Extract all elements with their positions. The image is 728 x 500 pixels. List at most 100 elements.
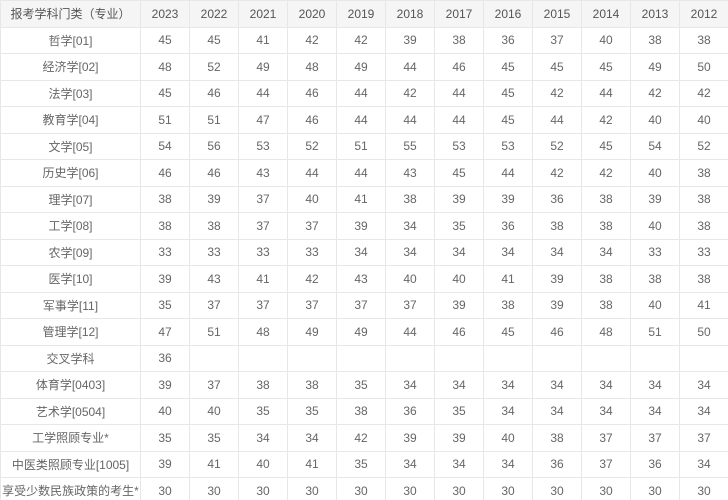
col-header-year: 2023 (141, 1, 190, 28)
cell-value: 54 (631, 133, 680, 160)
cell-value: 45 (141, 27, 190, 54)
cell-value: 51 (141, 107, 190, 134)
cell-value: 44 (386, 54, 435, 81)
cell-value: 42 (337, 425, 386, 452)
cell-value: 54 (141, 133, 190, 160)
cell-value: 50 (680, 54, 728, 81)
cell-value: 38 (582, 213, 631, 240)
cell-value: 41 (239, 266, 288, 293)
cell-value: 40 (386, 266, 435, 293)
cell-value: 49 (337, 54, 386, 81)
cell-value (631, 345, 680, 372)
cell-value: 34 (435, 239, 484, 266)
col-header-year: 2017 (435, 1, 484, 28)
cell-value: 36 (533, 451, 582, 478)
cell-value: 34 (484, 398, 533, 425)
cell-value: 35 (141, 425, 190, 452)
cell-value: 45 (533, 54, 582, 81)
table-row: 享受少数民族政策的考生*303030303030303030303030 (1, 478, 728, 500)
cell-value: 35 (435, 213, 484, 240)
cell-value: 40 (680, 107, 728, 134)
cell-value: 39 (386, 27, 435, 54)
cell-value: 38 (582, 292, 631, 319)
cell-value: 38 (288, 372, 337, 399)
cell-value: 41 (190, 451, 239, 478)
cell-value: 36 (631, 451, 680, 478)
cell-value: 44 (582, 80, 631, 107)
cell-value: 48 (582, 319, 631, 346)
cell-value: 35 (239, 398, 288, 425)
cell-value: 38 (435, 27, 484, 54)
cell-value: 42 (582, 107, 631, 134)
cell-value: 35 (435, 398, 484, 425)
cell-value: 42 (337, 27, 386, 54)
cell-value: 35 (141, 292, 190, 319)
cell-value: 49 (631, 54, 680, 81)
cell-value: 44 (337, 80, 386, 107)
cell-value: 38 (141, 213, 190, 240)
cell-value: 38 (680, 186, 728, 213)
cell-value (533, 345, 582, 372)
cell-value: 30 (386, 478, 435, 500)
cell-value: 33 (631, 239, 680, 266)
cell-value: 38 (484, 292, 533, 319)
cell-value: 37 (239, 186, 288, 213)
col-header-year: 2020 (288, 1, 337, 28)
table-row: 理学[07]383937404138393936383938 (1, 186, 728, 213)
cell-value: 33 (239, 239, 288, 266)
col-header-year: 2013 (631, 1, 680, 28)
cell-value: 44 (435, 107, 484, 134)
cell-value: 30 (288, 478, 337, 500)
table-row: 法学[03]454644464442444542444242 (1, 80, 728, 107)
cell-value: 44 (337, 160, 386, 187)
cell-value: 37 (239, 213, 288, 240)
cell-value: 40 (582, 27, 631, 54)
cell-value: 34 (435, 372, 484, 399)
col-header-year: 2018 (386, 1, 435, 28)
cell-value: 37 (190, 372, 239, 399)
row-label: 享受少数民族政策的考生* (1, 478, 141, 500)
cell-value: 56 (190, 133, 239, 160)
cell-value: 44 (484, 160, 533, 187)
col-header-year: 2014 (582, 1, 631, 28)
cell-value: 46 (435, 54, 484, 81)
cell-value: 42 (680, 80, 728, 107)
cell-value: 44 (386, 319, 435, 346)
cell-value: 33 (141, 239, 190, 266)
cell-value: 38 (680, 27, 728, 54)
cell-value: 34 (533, 372, 582, 399)
cell-value: 38 (631, 27, 680, 54)
cell-value: 37 (631, 425, 680, 452)
cell-value: 52 (533, 133, 582, 160)
table-header-row: 报考学科门类（专业） 2023 2022 2021 2020 2019 2018… (1, 1, 728, 28)
table-row: 农学[09]333333333434343434343333 (1, 239, 728, 266)
cell-value: 49 (288, 319, 337, 346)
cell-value: 38 (141, 186, 190, 213)
cell-value: 53 (239, 133, 288, 160)
cell-value: 34 (680, 372, 728, 399)
cell-value: 33 (288, 239, 337, 266)
cell-value: 38 (582, 266, 631, 293)
cell-value: 44 (337, 107, 386, 134)
table-row: 历史学[06]464643444443454442424038 (1, 160, 728, 187)
row-label: 哲学[01] (1, 27, 141, 54)
cell-value: 42 (631, 80, 680, 107)
cell-value: 46 (533, 319, 582, 346)
cell-value: 43 (239, 160, 288, 187)
cell-value: 34 (582, 239, 631, 266)
cell-value: 41 (288, 451, 337, 478)
row-label: 教育学[04] (1, 107, 141, 134)
cell-value: 36 (533, 186, 582, 213)
cell-value: 38 (680, 266, 728, 293)
cell-value: 45 (484, 319, 533, 346)
cell-value: 34 (680, 398, 728, 425)
cell-value: 49 (337, 319, 386, 346)
cell-value: 34 (239, 425, 288, 452)
cell-value (582, 345, 631, 372)
cell-value: 35 (337, 451, 386, 478)
cell-value: 40 (239, 451, 288, 478)
cell-value: 30 (239, 478, 288, 500)
col-header-year: 2019 (337, 1, 386, 28)
col-header-year: 2022 (190, 1, 239, 28)
cell-value: 37 (239, 292, 288, 319)
